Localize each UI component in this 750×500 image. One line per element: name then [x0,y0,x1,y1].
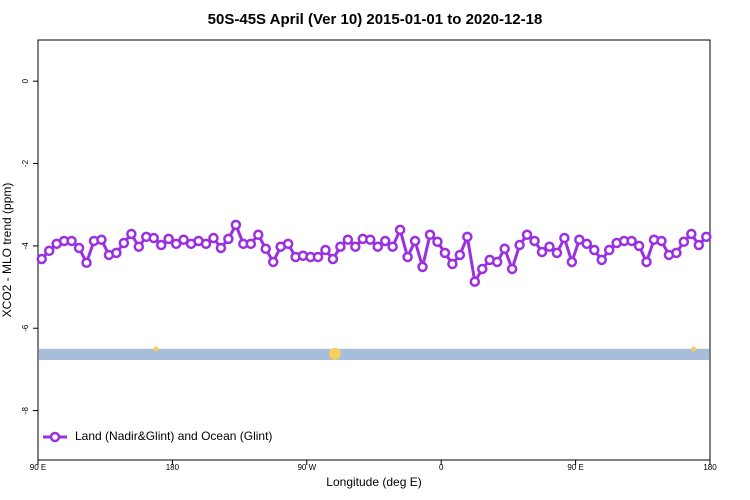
point [559,232,570,244]
point [312,251,324,263]
point [641,256,652,268]
point [701,231,712,243]
point [66,235,77,247]
point [81,257,92,269]
point [170,238,182,250]
point [111,247,122,259]
point [589,244,600,256]
point [387,241,398,252]
band [39,348,709,360]
point [656,235,667,247]
point [686,228,697,240]
point [439,247,451,259]
point [626,235,637,247]
point [350,241,361,252]
point [260,243,271,255]
point [327,253,339,265]
point [267,256,279,268]
point [477,263,488,275]
point [529,235,540,247]
y-tick-label: -6 [21,324,30,332]
point [178,234,189,245]
point [409,235,421,247]
point [521,229,533,241]
legend-label: Land (Nadir&Glint) and Ocean (Glint) [75,429,272,443]
x-tick-label: 180 [703,463,717,472]
point [581,238,593,250]
point [574,234,585,245]
marker [691,346,697,352]
point [148,232,159,244]
point [491,256,503,268]
y-tick-label: -2 [21,159,30,167]
point [342,234,354,245]
point [208,232,219,244]
point [163,233,174,245]
point [230,219,242,231]
point [566,256,578,268]
point [678,236,690,248]
point [417,261,428,273]
y-tick-label: -4 [21,242,30,250]
x-tick-label: 90 W [297,463,316,472]
point [424,229,436,241]
point [379,235,391,247]
chart-title: 50S-45S April (Ver 10) 2015-01-01 to 202… [208,11,543,28]
point [447,258,458,270]
x-tick-label: 90 E [30,463,46,472]
marker [328,347,341,360]
point [671,247,682,259]
point [200,238,212,250]
point [462,231,473,243]
point [514,239,525,251]
point [596,254,607,266]
point [320,244,331,256]
point [372,241,383,252]
point [633,240,645,252]
point [335,241,346,252]
point [43,245,55,257]
point [603,244,615,256]
point [282,238,294,250]
point [36,253,47,265]
marker [153,346,159,352]
point [536,246,548,258]
point [155,239,167,251]
y-tick-label: -8 [21,406,30,414]
point [118,237,130,249]
legend-marker [49,431,61,443]
point [544,241,555,252]
point [253,229,264,241]
x-tick-label: 180 [166,463,180,472]
point [402,251,413,263]
point [469,276,481,287]
point [126,228,137,240]
point [551,247,563,259]
plot-frame [37,39,711,461]
point [499,243,510,255]
point [693,239,705,251]
x-axis-label: Longitude (deg E) [326,475,421,489]
point [215,242,227,254]
point [432,236,443,248]
point [96,234,107,245]
y-tick-label: 0 [21,78,30,83]
point [245,238,257,250]
point [394,224,406,236]
point [506,263,518,275]
y-axis-label: XCO2 - MLO trend (ppm) [0,183,14,318]
point [223,233,234,245]
point [133,241,145,252]
point [365,234,376,245]
point [73,242,85,254]
point [454,249,466,261]
x-tick-label: 90 E [567,463,583,472]
x-tick-label: 0 [439,463,444,472]
